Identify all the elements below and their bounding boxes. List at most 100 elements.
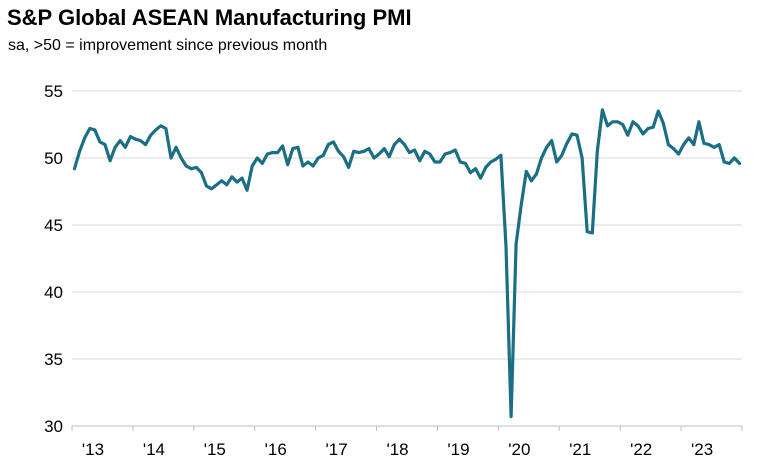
data-point-2023-04 (697, 120, 701, 124)
data-point-2018-02 (382, 147, 386, 151)
data-point-2013-12 (129, 135, 132, 139)
data-point-2013-01 (73, 167, 76, 171)
data-point-2017-06 (342, 155, 345, 159)
data-point-2020-01 (499, 153, 503, 157)
data-point-2018-12 (433, 160, 437, 164)
data-point-2016-10 (301, 164, 305, 168)
data-point-2023-03 (692, 143, 696, 147)
data-point-2022-08 (656, 109, 660, 113)
data-point-2013-04 (88, 127, 92, 130)
data-point-2015-12 (250, 164, 254, 168)
data-point-2017-07 (347, 166, 350, 169)
data-point-2014-02 (139, 139, 142, 143)
x-tick-label: '21 (569, 440, 591, 459)
data-point-2020-07 (530, 179, 533, 183)
data-point-2017-04 (332, 140, 335, 144)
x-tick-label: '19 (447, 440, 469, 459)
data-point-2019-12 (494, 157, 498, 161)
data-point-2019-10 (484, 166, 488, 169)
data-point-2013-03 (83, 136, 87, 140)
data-point-2019-03 (448, 151, 452, 155)
data-point-2017-08 (352, 149, 356, 153)
data-point-2022-11 (672, 147, 675, 151)
data-point-2021-07 (590, 231, 594, 235)
data-point-2023-05 (702, 141, 706, 145)
y-tick-label: 45 (44, 216, 63, 235)
data-point-2015-01 (195, 166, 198, 169)
data-point-2022-01 (621, 123, 625, 126)
data-point-2018-11 (428, 152, 432, 156)
data-point-2019-09 (479, 176, 482, 180)
data-point-2015-10 (240, 176, 244, 180)
data-point-2021-02 (565, 141, 569, 145)
data-point-2016-01 (255, 156, 259, 160)
x-tick-label: '15 (204, 440, 226, 459)
data-point-2014-03 (144, 143, 148, 147)
chart-subtitle: sa, >50 = improvement since previous mon… (8, 37, 328, 54)
data-point-2017-03 (326, 143, 330, 147)
data-point-2022-06 (646, 127, 650, 130)
data-point-2021-12 (616, 120, 619, 124)
data-point-2018-04 (392, 143, 396, 147)
data-point-2015-07 (225, 183, 229, 187)
data-point-2020-06 (524, 170, 528, 173)
x-tick-label: '13 (82, 440, 104, 459)
y-tick-label: 55 (44, 82, 63, 101)
data-point-2021-08 (595, 149, 599, 153)
data-point-2022-07 (651, 125, 655, 129)
data-point-2021-06 (585, 230, 589, 234)
data-point-2021-05 (580, 156, 584, 160)
data-point-2020-04 (514, 242, 518, 246)
data-point-2018-08 (413, 148, 416, 152)
data-point-2017-11 (367, 147, 371, 151)
data-point-2019-08 (474, 167, 477, 171)
data-point-2015-06 (220, 179, 224, 183)
data-point-2021-01 (560, 153, 564, 157)
data-point-2019-02 (443, 152, 447, 156)
data-point-2016-03 (266, 152, 269, 156)
data-point-2021-09 (601, 108, 604, 112)
data-point-2014-07 (164, 127, 168, 130)
data-point-2023-09 (722, 160, 726, 164)
data-point-2023-08 (717, 143, 721, 147)
data-point-2023-12 (738, 162, 741, 165)
data-point-2020-11 (550, 139, 554, 143)
data-point-2018-01 (377, 152, 381, 156)
pmi-series (72, 108, 742, 419)
data-point-2022-03 (631, 120, 635, 124)
series-line (72, 108, 742, 419)
data-point-2014-12 (189, 167, 193, 171)
data-point-2015-03 (205, 184, 208, 188)
data-point-2016-05 (276, 151, 279, 155)
data-point-2017-09 (357, 151, 361, 155)
y-tick-label: 50 (44, 149, 63, 168)
data-point-2023-10 (727, 162, 731, 165)
data-point-2019-11 (489, 160, 493, 164)
data-point-2018-09 (418, 159, 422, 163)
x-tick-label: '23 (691, 440, 713, 459)
data-point-2023-06 (707, 143, 711, 147)
x-tick-label: '18 (386, 440, 408, 459)
data-point-2019-01 (438, 160, 442, 164)
data-point-2014-06 (159, 124, 163, 128)
data-point-2014-10 (179, 156, 183, 160)
data-point-2014-01 (134, 137, 137, 141)
data-point-2018-07 (408, 151, 411, 155)
data-point-2016-07 (286, 163, 290, 167)
data-point-2016-09 (296, 145, 300, 149)
data-point-2022-04 (636, 124, 640, 128)
data-point-2020-05 (519, 203, 523, 207)
data-point-2014-08 (169, 156, 173, 160)
data-point-2015-05 (215, 183, 219, 187)
data-point-2015-11 (245, 188, 249, 192)
data-point-2013-11 (123, 145, 127, 149)
data-point-2013-05 (93, 128, 97, 132)
y-tick-label: 30 (44, 417, 63, 436)
data-point-2016-06 (281, 144, 284, 148)
chart-title: S&P Global ASEAN Manufacturing PMI (7, 5, 412, 30)
data-point-2023-11 (733, 156, 736, 160)
data-point-2015-09 (235, 180, 239, 184)
data-point-2016-02 (260, 162, 264, 165)
data-point-2017-12 (372, 156, 376, 160)
y-tick-label: 35 (44, 350, 63, 369)
